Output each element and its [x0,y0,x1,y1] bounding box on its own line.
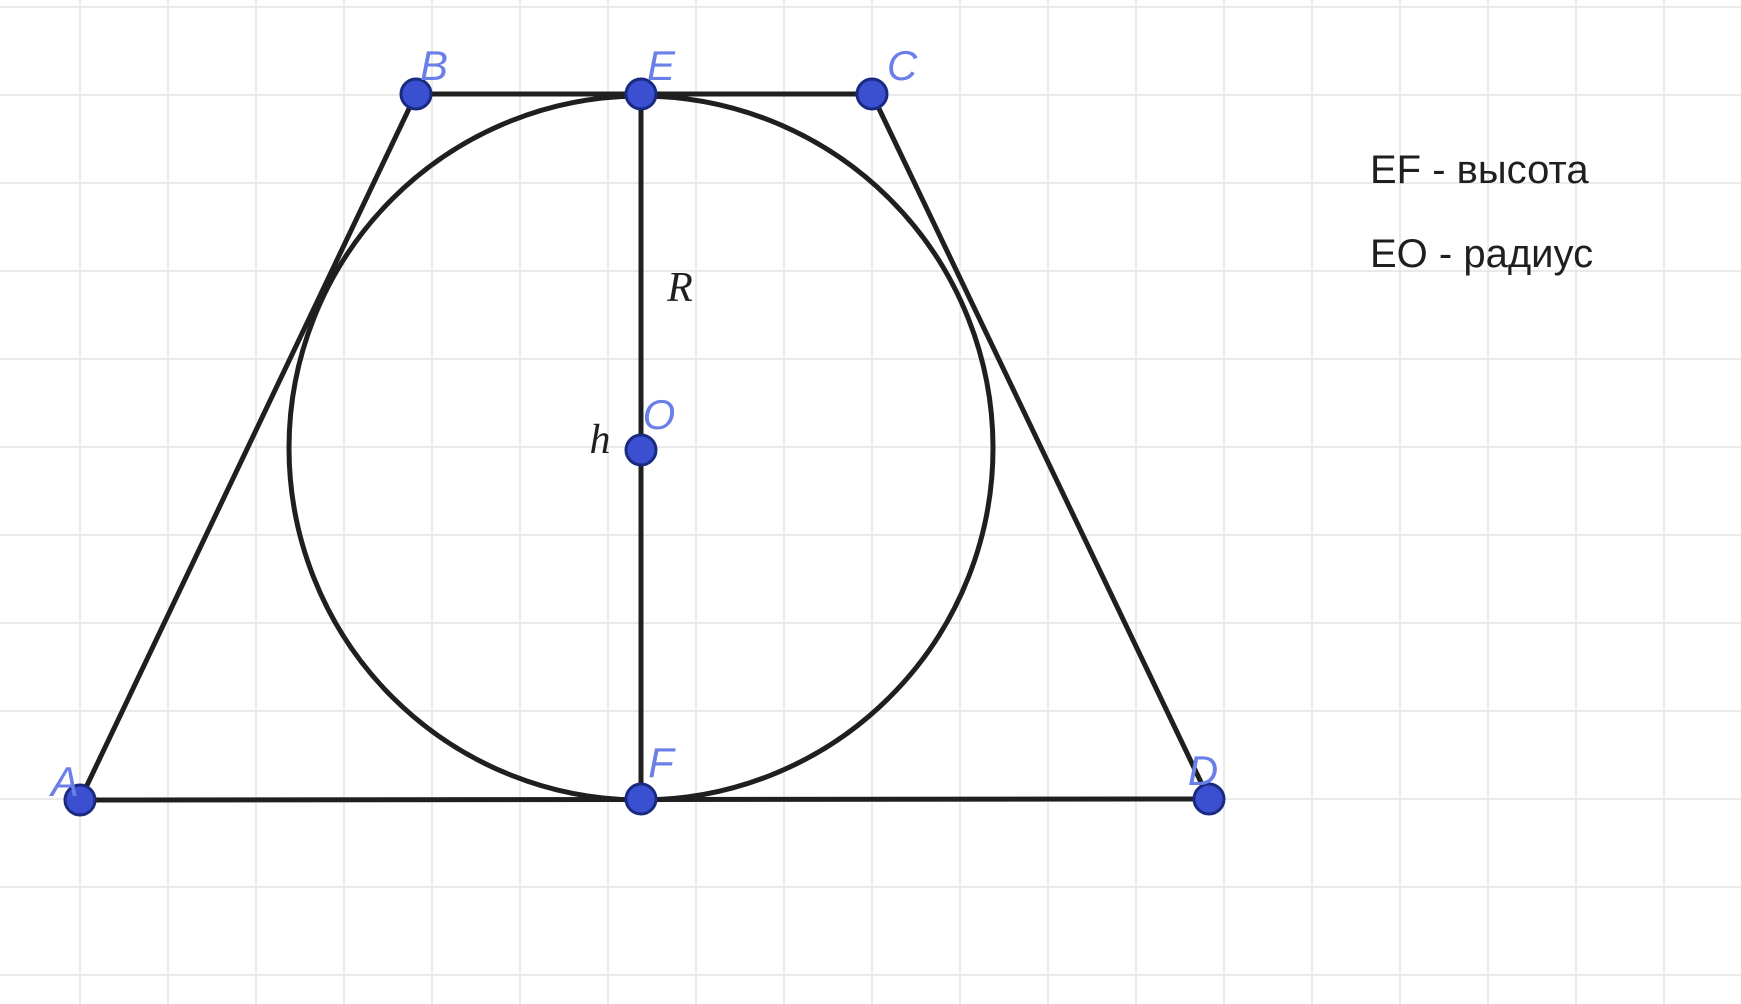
label-h: h [590,416,611,464]
label-B: B [420,42,448,90]
label-E: E [647,42,675,90]
label-C: C [887,42,917,90]
label-F: F [648,739,674,787]
label-A: A [51,758,79,806]
label-D: D [1188,747,1218,795]
diagram-canvas: A B E C O F D R h EF - высота EO - радиу… [0,0,1741,1004]
side-text-line2: EO - радиус [1370,232,1593,277]
label-O: O [643,391,676,439]
side-text-line1: EF - высота [1370,148,1589,193]
label-R: R [667,264,693,312]
